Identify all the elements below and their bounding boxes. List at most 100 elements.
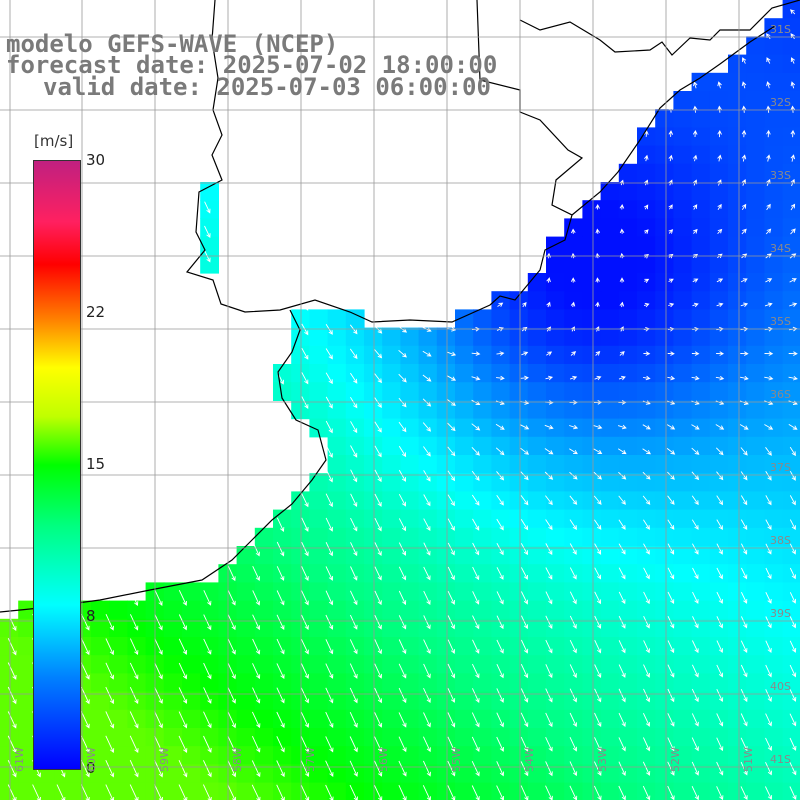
wind-arrow xyxy=(643,302,650,308)
wind-speed-cell xyxy=(200,218,219,238)
wind-speed-cell xyxy=(709,764,729,784)
wind-arrow xyxy=(276,638,285,655)
wind-speed-cell xyxy=(655,273,674,292)
wind-speed-cell xyxy=(327,782,347,800)
wind-speed-cell xyxy=(345,491,365,511)
wind-speed-cell xyxy=(782,673,800,693)
wind-speed-cell xyxy=(527,564,547,583)
wind-arrow xyxy=(325,687,334,704)
wind-arrow xyxy=(618,664,626,678)
wind-arrow xyxy=(765,592,772,604)
wind-speed-cell xyxy=(600,273,620,292)
wind-speed-cell xyxy=(564,691,583,711)
wind-speed-cell xyxy=(309,564,329,583)
wind-speed-cell xyxy=(746,709,765,729)
wind-speed-cell xyxy=(509,400,529,420)
wind-arrow xyxy=(520,543,528,556)
wind-arrow xyxy=(7,686,17,705)
wind-speed-cell xyxy=(564,655,583,674)
wind-arrow xyxy=(276,760,285,778)
wind-speed-cell xyxy=(728,691,747,711)
wind-speed-cell xyxy=(691,72,711,92)
wind-speed-cell xyxy=(473,382,492,401)
wind-speed-cell xyxy=(728,327,747,347)
wind-arrow xyxy=(643,664,650,678)
wind-speed-cell xyxy=(364,582,383,602)
wind-speed-cell xyxy=(600,546,620,565)
wind-speed-cell xyxy=(491,655,511,674)
wind-arrow xyxy=(643,543,650,555)
wind-speed-cell xyxy=(600,436,620,456)
wind-speed-cell xyxy=(91,709,110,729)
wind-speed-cell xyxy=(254,673,274,693)
wind-arrow xyxy=(130,589,139,607)
wind-speed-cell xyxy=(600,582,620,602)
wind-arrow xyxy=(374,445,382,458)
wind-arrow xyxy=(423,470,431,482)
wind-speed-cell xyxy=(254,546,274,565)
wind-speed-cell xyxy=(236,546,256,565)
wind-speed-cell xyxy=(546,746,565,765)
wind-arrow xyxy=(276,687,285,704)
wind-arrow xyxy=(325,639,334,655)
wind-speed-cell xyxy=(364,327,383,347)
wind-speed-cell xyxy=(618,436,638,456)
wind-speed-cell xyxy=(527,509,547,529)
wind-speed-cell xyxy=(382,491,401,511)
wind-speed-cell xyxy=(491,400,511,420)
wind-speed-cell xyxy=(527,691,547,711)
wind-arrow xyxy=(447,422,456,432)
wind-arrow xyxy=(471,663,480,679)
wind-speed-cell xyxy=(527,673,547,693)
latitude-label: 32S xyxy=(770,96,791,109)
wind-speed-cell xyxy=(728,527,747,547)
wind-speed-cell xyxy=(709,200,729,219)
wind-speed-cell xyxy=(509,564,529,583)
wind-speed-cell xyxy=(91,655,110,674)
wind-speed-cell xyxy=(436,473,456,492)
wind-speed-cell xyxy=(728,109,747,128)
wind-arrow xyxy=(570,228,576,234)
wind-speed-cell xyxy=(709,582,729,602)
wind-arrow xyxy=(447,736,456,753)
wind-arrow xyxy=(644,130,649,137)
wind-speed-cell xyxy=(236,673,256,693)
wind-speed-cell xyxy=(691,546,711,565)
wind-speed-cell xyxy=(746,728,765,747)
wind-speed-cell xyxy=(746,182,765,201)
wind-speed-cell xyxy=(691,236,711,256)
wind-speed-cell xyxy=(254,746,274,765)
wind-speed-cell xyxy=(455,546,474,565)
wind-speed-cell xyxy=(655,455,674,474)
wind-speed-cell xyxy=(200,673,219,693)
wind-arrow xyxy=(619,277,625,283)
wind-arrow xyxy=(398,736,407,753)
wind-speed-cell xyxy=(728,546,747,565)
wind-speed-cell xyxy=(782,109,800,128)
wind-arrow xyxy=(717,81,722,89)
wind-speed-cell xyxy=(491,746,511,765)
wind-arrow xyxy=(105,711,115,729)
wind-speed-cell xyxy=(546,509,565,529)
wind-arrow xyxy=(203,711,212,729)
wind-arrow xyxy=(325,566,334,581)
wind-speed-cell xyxy=(673,491,693,511)
wind-arrow xyxy=(765,640,772,653)
wind-arrow xyxy=(350,566,358,581)
wind-arrow xyxy=(619,228,625,234)
wind-arrow xyxy=(496,351,505,356)
wind-speed-cell xyxy=(582,582,602,602)
wind-arrow xyxy=(447,566,455,581)
wind-speed-cell xyxy=(709,382,729,401)
wind-speed-cell xyxy=(691,709,711,729)
wind-speed-cell xyxy=(473,728,492,747)
wind-speed-cell xyxy=(764,600,784,620)
wind-speed-cell xyxy=(254,527,274,547)
wind-arrow xyxy=(595,203,600,210)
wind-arrow xyxy=(569,495,578,505)
wind-arrow xyxy=(740,543,748,555)
wind-arrow xyxy=(765,495,772,506)
wind-arrow xyxy=(81,614,90,631)
wind-arrow xyxy=(691,447,700,455)
wind-arrow xyxy=(643,351,651,356)
